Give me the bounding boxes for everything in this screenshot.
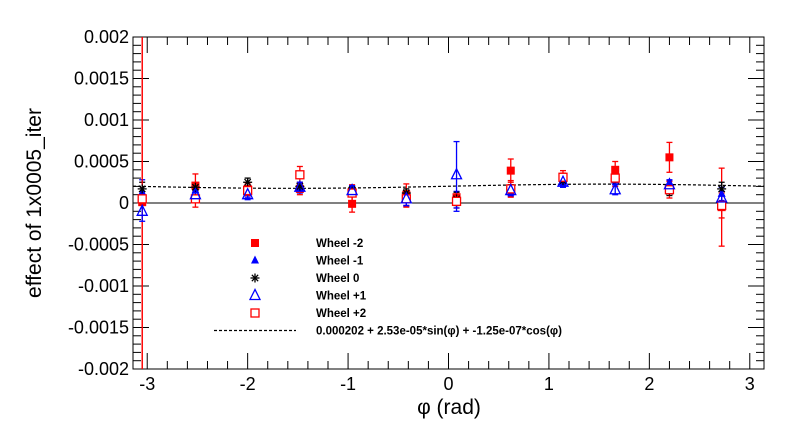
data-point-star [243, 177, 253, 187]
data-point-open-triangle [400, 191, 413, 204]
legend-item: Wheel -1 [251, 255, 364, 268]
x-tick-label: 1 [544, 374, 554, 394]
y-tick-label: -0.0015 [68, 318, 129, 338]
data-point-filled-square [665, 153, 674, 162]
data-point-open-square [242, 185, 253, 196]
legend-item: 0.000202 + 2.53e-05*sin(φ) + -1.25e-07*c… [214, 326, 562, 338]
data-point-open-square [295, 170, 305, 180]
data-point-filled-square [506, 166, 515, 175]
axes-layer: -0.002 -0.0015 -0.001 -0.0005 0 0.0005 0.001 0.… [68, 27, 765, 394]
y-tick-label: 0.001 [84, 110, 129, 130]
y-tick-label: 0.0005 [74, 152, 129, 172]
data-point-open-triangle [248, 288, 262, 301]
data-point-filled-triangle [251, 255, 259, 264]
data-point-open-square [250, 308, 260, 318]
y-tick-label: 0.0015 [74, 69, 129, 89]
legend-label: Wheel -2 [316, 238, 363, 250]
star-stroke [251, 274, 259, 282]
x-tick-label: 3 [745, 374, 755, 394]
y-tick-label: -0.0005 [68, 235, 129, 255]
y-axis-title: effect of 1x0005_iter [23, 108, 46, 298]
data-point-star [190, 182, 200, 192]
legend-label: Wheel +1 [316, 291, 367, 303]
data-point-open-triangle [241, 187, 254, 200]
data-point-open-square [137, 194, 147, 204]
y-tick-label: 0 [119, 193, 129, 213]
star-stroke [244, 178, 252, 186]
data-point-open-triangle [504, 183, 517, 196]
x-tick-label: -2 [240, 374, 256, 394]
data-point-open-triangle [556, 174, 570, 187]
data-point-open-triangle [663, 177, 676, 190]
data-point-open-triangle [293, 179, 306, 192]
legend-item: Wheel -2 [251, 238, 363, 250]
data-point-filled-square [611, 165, 620, 174]
data-point-filled-square [251, 239, 259, 247]
data-point-open-square [664, 185, 675, 195]
y-tick-label: -0.001 [78, 276, 129, 296]
data-point-open-triangle [450, 167, 463, 180]
data-point-filled-square [348, 199, 357, 208]
legend-label: Wheel 0 [316, 273, 359, 285]
x-tick-label: 0 [443, 374, 453, 394]
data-point-open-square [717, 200, 727, 211]
x-tick-label: -1 [340, 374, 356, 394]
legend-label: 0.000202 + 2.53e-05*sin(φ) + -1.25e-07*c… [316, 326, 562, 338]
data-point-open-triangle [136, 203, 149, 216]
x-axis-title: φ (rad) [417, 396, 481, 419]
x-tick-label: -3 [139, 374, 155, 394]
data-point-open-square [610, 173, 620, 183]
star-stroke [191, 183, 200, 191]
legend: Wheel -2 Wheel -1 Wheel 0 Wheel +1 Wheel +2 0… [214, 238, 562, 338]
legend-item: Wheel 0 [250, 273, 359, 285]
y-tick-label: -0.002 [78, 359, 129, 379]
data-point-open-square [451, 196, 462, 206]
data-point-star [250, 273, 260, 283]
legend-item: Wheel +2 [250, 308, 366, 320]
star-stroke [138, 185, 146, 193]
x-tick-label: 2 [644, 374, 654, 394]
legend-label: Wheel +2 [316, 308, 366, 320]
data-point-star [137, 184, 147, 194]
data-point-open-triangle [715, 190, 728, 203]
star-stroke [718, 185, 726, 193]
legend-label: Wheel -1 [316, 256, 364, 268]
legend-item: Wheel +1 [248, 288, 367, 303]
data-point-open-triangle [189, 187, 202, 200]
y-tick-label: 0.002 [84, 27, 129, 47]
data-layer [132, 37, 765, 369]
data-point-open-triangle [346, 183, 359, 196]
fit-curve [132, 183, 765, 189]
data-point-open-triangle [609, 182, 622, 195]
